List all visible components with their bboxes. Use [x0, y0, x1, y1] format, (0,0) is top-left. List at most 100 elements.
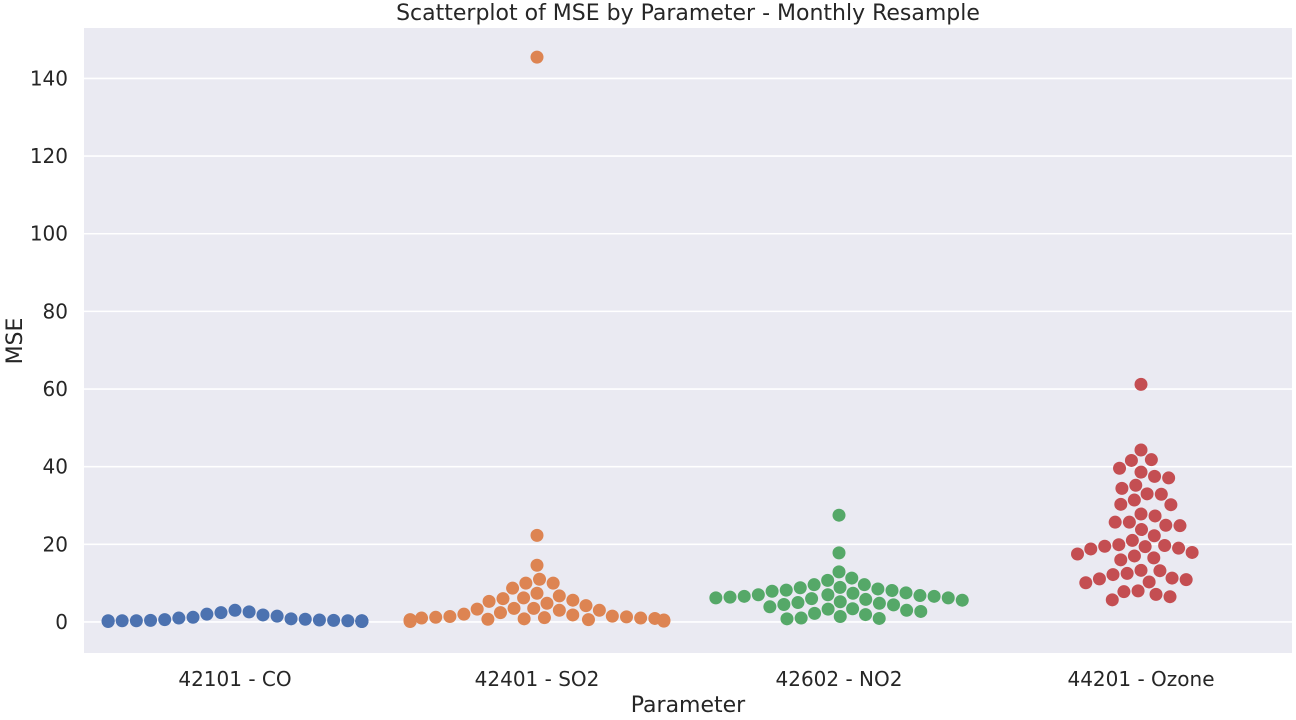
x-tick-labels: 42101 - CO 42401 - SO2 42602 - NO2 44201 - … [178, 667, 1214, 691]
data-point [833, 595, 847, 609]
data-point [403, 615, 417, 629]
data-point [1134, 465, 1148, 479]
data-point [1138, 540, 1152, 554]
data-point [519, 576, 533, 590]
data-point [533, 572, 547, 586]
data-point [214, 606, 228, 620]
x-tick-label: 42101 - CO [178, 667, 291, 691]
data-point [507, 601, 521, 615]
data-point [1185, 545, 1199, 559]
data-point [941, 591, 955, 605]
data-point [242, 605, 256, 619]
chart-title: Scatterplot of MSE by Parameter - Monthl… [396, 1, 980, 26]
data-point [457, 607, 471, 621]
data-point [256, 608, 270, 622]
data-point [779, 583, 793, 597]
data-point [832, 508, 846, 522]
data-point [284, 612, 298, 626]
data-point [794, 611, 808, 625]
data-point [737, 589, 751, 603]
data-point [1105, 593, 1119, 607]
data-point [298, 612, 312, 626]
data-point [327, 613, 341, 627]
data-point [1134, 377, 1148, 391]
data-point [1106, 568, 1120, 582]
data-point [566, 608, 580, 622]
data-point [821, 588, 835, 602]
data-point [101, 615, 115, 629]
data-point [443, 610, 457, 624]
data-point [1127, 549, 1141, 563]
data-point [1153, 564, 1167, 578]
data-point [1108, 515, 1122, 529]
data-point [899, 586, 913, 600]
data-point [887, 598, 901, 612]
data-point [1117, 585, 1131, 599]
data-point [172, 611, 186, 625]
data-point [1134, 563, 1148, 577]
data-point [1127, 493, 1141, 507]
data-point [765, 584, 779, 598]
data-point [530, 50, 544, 64]
data-point [415, 611, 429, 625]
data-point [846, 586, 860, 600]
data-point [833, 580, 847, 594]
data-point [872, 596, 886, 610]
data-point [808, 606, 822, 620]
data-point [634, 611, 648, 625]
data-point [1084, 542, 1098, 556]
gridlines [84, 77, 1292, 623]
data-point [605, 609, 619, 623]
data-point [832, 565, 846, 579]
data-point [751, 588, 765, 602]
y-tick-label: 100 [30, 222, 68, 246]
data-point [859, 592, 873, 606]
data-point [270, 609, 284, 623]
data-point [1124, 453, 1138, 467]
data-point [927, 589, 941, 603]
x-tick-label: 42602 - NO2 [776, 667, 903, 691]
data-point [1131, 584, 1145, 598]
data-point [115, 614, 129, 628]
plot-area [84, 28, 1292, 653]
data-point [955, 593, 969, 607]
data-point [1114, 553, 1128, 567]
data-point [341, 614, 355, 628]
data-point [1148, 469, 1162, 483]
data-point [506, 581, 520, 595]
y-tick-label: 40 [43, 455, 68, 479]
x-tick-label: 44201 - Ozone [1067, 667, 1214, 691]
data-point [793, 581, 807, 595]
data-point [1158, 538, 1172, 552]
data-point [709, 591, 723, 605]
data-point [552, 603, 566, 617]
y-tick-label: 60 [43, 377, 68, 401]
data-point [228, 603, 242, 617]
data-point [1098, 539, 1112, 553]
data-point [657, 614, 671, 628]
data-point [429, 610, 443, 624]
data-point [1113, 461, 1127, 475]
data-point [355, 615, 369, 629]
data-points [101, 50, 1199, 629]
data-point [1140, 487, 1154, 501]
data-point [1148, 509, 1162, 523]
data-point [144, 613, 158, 627]
data-point [1149, 587, 1163, 601]
data-point [517, 612, 531, 626]
data-point [1179, 573, 1193, 587]
y-tick-label: 140 [30, 66, 68, 90]
data-point [763, 600, 777, 614]
y-tick-label: 80 [43, 299, 68, 323]
data-point [1165, 571, 1179, 585]
data-point [517, 591, 531, 605]
data-point [158, 613, 172, 627]
data-point [1154, 487, 1168, 501]
data-point [807, 578, 821, 592]
data-point [1134, 443, 1148, 457]
data-point [1135, 523, 1149, 537]
data-point [1122, 515, 1136, 529]
data-point [1079, 576, 1093, 590]
data-point [620, 610, 634, 624]
data-point [1163, 590, 1177, 604]
